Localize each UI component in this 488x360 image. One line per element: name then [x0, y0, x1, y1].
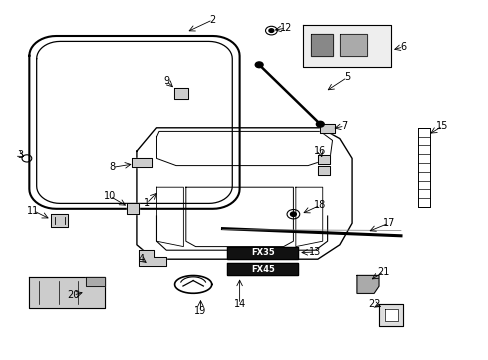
Text: 5: 5 — [344, 72, 349, 82]
Polygon shape — [417, 128, 429, 207]
Polygon shape — [132, 158, 151, 167]
Text: 13: 13 — [308, 247, 321, 257]
Text: 12: 12 — [279, 23, 292, 33]
Circle shape — [255, 62, 263, 68]
Text: FX35: FX35 — [250, 248, 274, 257]
Polygon shape — [378, 304, 403, 326]
Polygon shape — [317, 155, 329, 164]
Text: 10: 10 — [103, 191, 116, 201]
Polygon shape — [303, 25, 390, 67]
Polygon shape — [139, 250, 166, 266]
Polygon shape — [29, 277, 105, 308]
Polygon shape — [317, 166, 329, 175]
Text: 11: 11 — [27, 206, 40, 216]
Text: 22: 22 — [367, 299, 380, 309]
Text: 7: 7 — [341, 121, 347, 131]
Polygon shape — [227, 263, 298, 275]
Polygon shape — [127, 203, 139, 214]
Text: 4: 4 — [139, 254, 144, 264]
Text: 15: 15 — [435, 121, 448, 131]
Circle shape — [268, 29, 273, 32]
Text: 3: 3 — [18, 150, 23, 160]
Text: 17: 17 — [382, 218, 394, 228]
Polygon shape — [85, 277, 105, 286]
Text: 19: 19 — [194, 306, 206, 316]
Polygon shape — [356, 275, 378, 293]
Text: 6: 6 — [400, 42, 406, 52]
Text: 14: 14 — [233, 299, 245, 309]
Text: 21: 21 — [377, 267, 389, 277]
Polygon shape — [339, 34, 366, 56]
Polygon shape — [310, 34, 332, 56]
Text: FX45: FX45 — [250, 265, 274, 274]
Text: 8: 8 — [109, 162, 115, 172]
Polygon shape — [227, 247, 298, 259]
Text: 9: 9 — [163, 76, 169, 86]
Text: 1: 1 — [143, 198, 149, 208]
Polygon shape — [51, 214, 68, 227]
Circle shape — [316, 121, 324, 127]
Text: 18: 18 — [313, 200, 326, 210]
Text: 16: 16 — [313, 146, 326, 156]
Circle shape — [290, 212, 296, 216]
Polygon shape — [384, 309, 397, 321]
Text: 20: 20 — [67, 290, 80, 300]
Polygon shape — [173, 88, 188, 99]
Polygon shape — [320, 124, 334, 133]
Text: 2: 2 — [209, 15, 215, 25]
